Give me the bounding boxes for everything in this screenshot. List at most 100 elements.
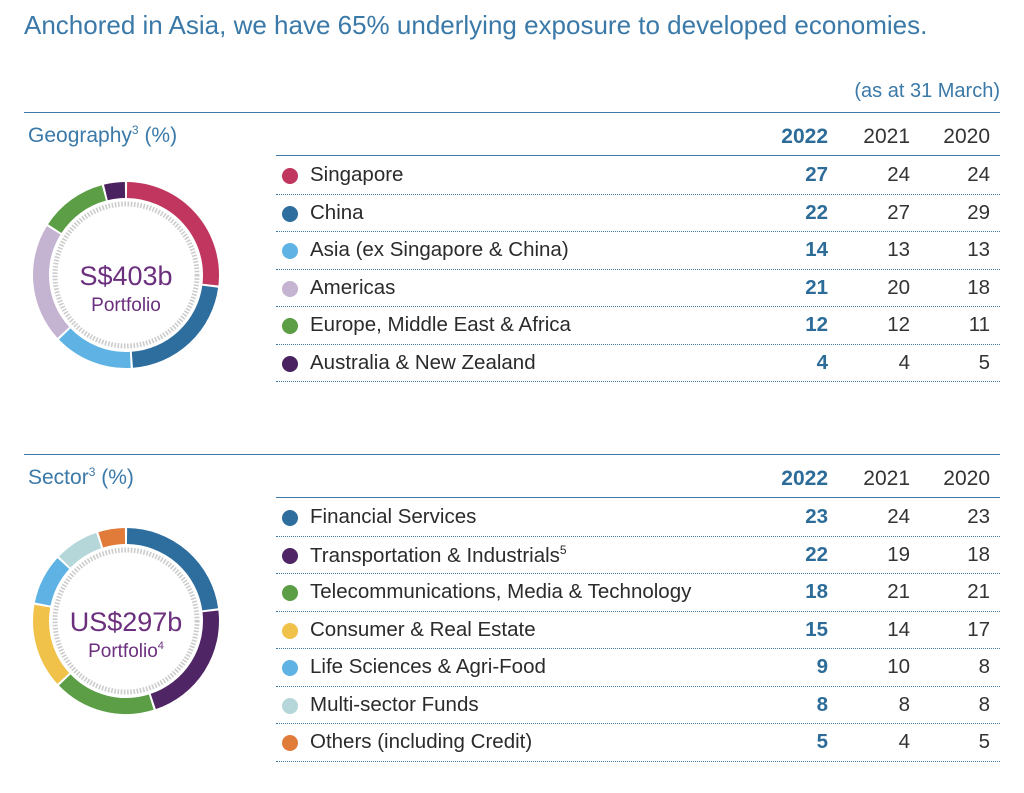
value-2022: 18 bbox=[805, 580, 828, 603]
value-2020: 18 bbox=[967, 275, 990, 299]
value-2021: 10 bbox=[887, 655, 910, 678]
value-2021: 24 bbox=[887, 505, 910, 528]
row-label: Financial Services bbox=[310, 505, 477, 528]
table-row-china: China 22 27 29 bbox=[276, 195, 1000, 232]
donut-inner-ring bbox=[52, 547, 200, 695]
value-2021: 19 bbox=[887, 542, 910, 566]
value-2022: 22 bbox=[805, 542, 828, 566]
value-2020: 29 bbox=[967, 200, 990, 224]
table-row-europe-middle-east-africa: Europe, Middle East & Africa 12 12 11 bbox=[276, 307, 1000, 345]
value-2022: 12 bbox=[805, 313, 828, 336]
legend-dot bbox=[282, 660, 298, 676]
year-2021-header: 2021 bbox=[863, 125, 910, 148]
row-label: Australia & New Zealand bbox=[310, 350, 536, 374]
value-2020: 21 bbox=[967, 580, 990, 603]
legend-dot bbox=[282, 355, 298, 372]
legend-dot bbox=[282, 243, 298, 259]
table-row-transportation-industrials: Transportation & Industrials5 22 19 18 bbox=[276, 537, 1000, 574]
donut-slice-financial-services bbox=[126, 528, 219, 611]
value-2020: 11 bbox=[968, 313, 990, 336]
value-2021: 4 bbox=[898, 350, 910, 374]
table-row-telecommunications-media-technology: Telecommunications, Media & Technology 18… bbox=[276, 574, 1000, 612]
donut-slice-europe-middle-east-africa bbox=[48, 185, 107, 234]
sector-donut-chart: US$297b Portfolio4 bbox=[33, 528, 219, 714]
value-2022: 15 bbox=[805, 617, 828, 641]
year-2020-header: 2020 bbox=[943, 467, 990, 490]
row-label: China bbox=[310, 200, 364, 224]
donut-inner-ring bbox=[52, 201, 200, 349]
row-label: Asia (ex Singapore & China) bbox=[310, 238, 569, 261]
donut-center-label: Portfolio bbox=[91, 295, 161, 316]
headline: Anchored in Asia, we have 65% underlying… bbox=[24, 10, 928, 40]
value-2020: 18 bbox=[967, 542, 990, 566]
legend-dot bbox=[282, 318, 298, 334]
value-2022: 21 bbox=[805, 275, 828, 299]
row-label: Singapore bbox=[310, 163, 404, 186]
table-row-multi-sector-funds: Multi-sector Funds 8 8 8 bbox=[276, 687, 1000, 724]
donut-slice-life-sciences-agri-food bbox=[34, 558, 70, 606]
value-2020: 5 bbox=[978, 350, 990, 374]
table-row-asia-ex-singapore-china: Asia (ex Singapore & China) 14 13 13 bbox=[276, 232, 1000, 270]
donut-slice-multi-sector-funds bbox=[58, 532, 102, 568]
value-2020: 17 bbox=[967, 617, 990, 641]
value-2021: 20 bbox=[887, 275, 910, 299]
legend-dot bbox=[282, 280, 298, 297]
value-2020: 8 bbox=[978, 655, 990, 678]
donut-slice-americas bbox=[33, 226, 70, 338]
value-2022: 14 bbox=[805, 238, 828, 261]
legend-dot bbox=[282, 547, 298, 564]
row-label: Multi-sector Funds bbox=[310, 692, 479, 716]
row-label: Americas bbox=[310, 275, 396, 299]
row-label: Telecommunications, Media & Technology bbox=[310, 580, 692, 603]
value-2021: 4 bbox=[898, 730, 910, 753]
value-2021: 14 bbox=[887, 617, 910, 641]
donut-slice-consumer-real-estate bbox=[33, 604, 70, 684]
legend-dot bbox=[282, 622, 298, 639]
value-2021: 27 bbox=[887, 200, 910, 224]
donut-center-label: Portfolio4 bbox=[88, 640, 164, 662]
value-2022: 8 bbox=[816, 692, 828, 716]
donut-slice-asia-ex-singapore-china bbox=[58, 328, 131, 368]
sector-section: Sector3 (%) 2022 2021 2020 Financial Ser… bbox=[24, 454, 1000, 762]
legend-dot bbox=[282, 205, 298, 222]
value-2021: 12 bbox=[887, 313, 910, 336]
as-at-date: (as at 31 March) bbox=[854, 80, 1000, 102]
table-row-others-including-credit: Others (including Credit) 5 4 5 bbox=[276, 724, 1000, 762]
value-2020: 8 bbox=[978, 692, 990, 716]
value-2020: 23 bbox=[967, 505, 990, 528]
donut-center-value: US$297b bbox=[70, 607, 183, 637]
value-2020: 5 bbox=[978, 730, 990, 753]
row-label: Others (including Credit) bbox=[310, 730, 533, 753]
value-2022: 4 bbox=[816, 350, 828, 374]
row-label: Consumer & Real Estate bbox=[310, 617, 536, 641]
sector-title: Sector3 (%) bbox=[28, 465, 134, 489]
value-2021: 13 bbox=[887, 238, 910, 261]
legend-dot bbox=[282, 735, 298, 751]
value-2020: 24 bbox=[967, 163, 990, 186]
value-2022: 23 bbox=[805, 505, 828, 528]
sector-table: Financial Services 23 24 23 Transportation &… bbox=[276, 499, 1000, 762]
value-2022: 9 bbox=[816, 655, 828, 678]
value-2022: 27 bbox=[805, 163, 828, 186]
donut-slice-transportation-industrials bbox=[150, 610, 219, 710]
geography-donut-chart: S$403b Portfolio bbox=[33, 182, 219, 368]
value-2022: 5 bbox=[816, 730, 828, 753]
geography-table: Singapore 27 24 24 China 22 27 29 Asia (ex Singa… bbox=[276, 157, 1000, 382]
donut-slice-singapore bbox=[126, 182, 219, 286]
value-2021: 24 bbox=[887, 163, 910, 186]
row-label: Life Sciences & Agri-Food bbox=[310, 655, 546, 678]
table-row-consumer-real-estate: Consumer & Real Estate 15 14 17 bbox=[276, 612, 1000, 649]
legend-dot bbox=[282, 697, 298, 714]
legend-dot bbox=[282, 168, 298, 184]
year-2022-header: 2022 bbox=[781, 467, 828, 490]
geography-section: Geography3 (%) 2022 2021 2020 Singapore 2… bbox=[24, 112, 1000, 382]
legend-dot bbox=[282, 585, 298, 601]
table-row-singapore: Singapore 27 24 24 bbox=[276, 157, 1000, 195]
year-2021-header: 2021 bbox=[863, 467, 910, 490]
table-row-americas: Americas 21 20 18 bbox=[276, 270, 1000, 307]
row-label: Europe, Middle East & Africa bbox=[310, 313, 571, 336]
table-row-financial-services: Financial Services 23 24 23 bbox=[276, 499, 1000, 537]
value-2020: 13 bbox=[967, 238, 990, 261]
legend-dot bbox=[282, 510, 298, 526]
donut-slice-china bbox=[131, 285, 219, 368]
